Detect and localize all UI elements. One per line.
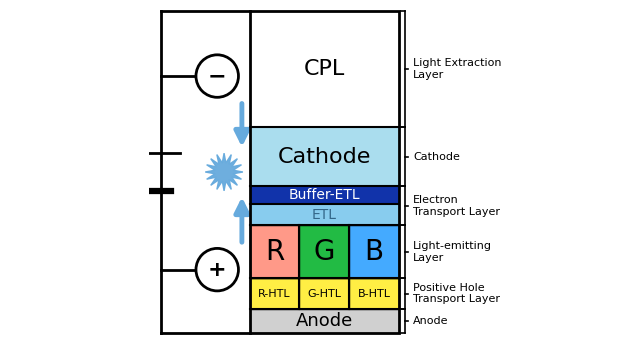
Text: Anode: Anode [413, 316, 449, 326]
Text: G-HTL: G-HTL [307, 289, 341, 299]
Text: Cathode: Cathode [278, 147, 371, 167]
Bar [250, 278, 300, 309]
Text: Electron
Transport Layer: Electron Transport Layer [413, 195, 500, 217]
Bar [250, 225, 300, 278]
Text: +: + [208, 260, 227, 280]
Text: R: R [265, 238, 284, 266]
Text: Light Extraction
Layer: Light Extraction Layer [413, 58, 502, 80]
Text: HTL: HTL [305, 284, 343, 303]
Text: B-HTL: B-HTL [358, 289, 390, 299]
Text: B: B [364, 238, 383, 266]
Text: G: G [314, 238, 335, 266]
Text: CPL: CPL [303, 59, 345, 79]
Bar [250, 204, 399, 225]
Text: Light-emitting
Layer: Light-emitting Layer [413, 241, 492, 262]
Bar [250, 11, 399, 333]
Text: Positive Hole
Transport Layer: Positive Hole Transport Layer [413, 283, 500, 304]
Text: Anode: Anode [296, 312, 353, 330]
Bar [349, 225, 399, 278]
Bar [250, 278, 399, 309]
Text: Cathode: Cathode [413, 152, 460, 162]
Bar [300, 225, 349, 278]
Bar [349, 278, 399, 309]
Bar [250, 11, 399, 127]
Text: ETL: ETL [312, 208, 337, 222]
Bar [250, 309, 399, 333]
Bar [300, 278, 349, 309]
Text: R-HTL: R-HTL [259, 289, 291, 299]
Polygon shape [205, 153, 243, 191]
Circle shape [196, 55, 239, 97]
Bar [250, 127, 399, 186]
Text: Buffer-ETL: Buffer-ETL [289, 189, 360, 202]
Circle shape [196, 248, 239, 291]
Text: −: − [208, 66, 227, 86]
Bar [250, 186, 399, 204]
